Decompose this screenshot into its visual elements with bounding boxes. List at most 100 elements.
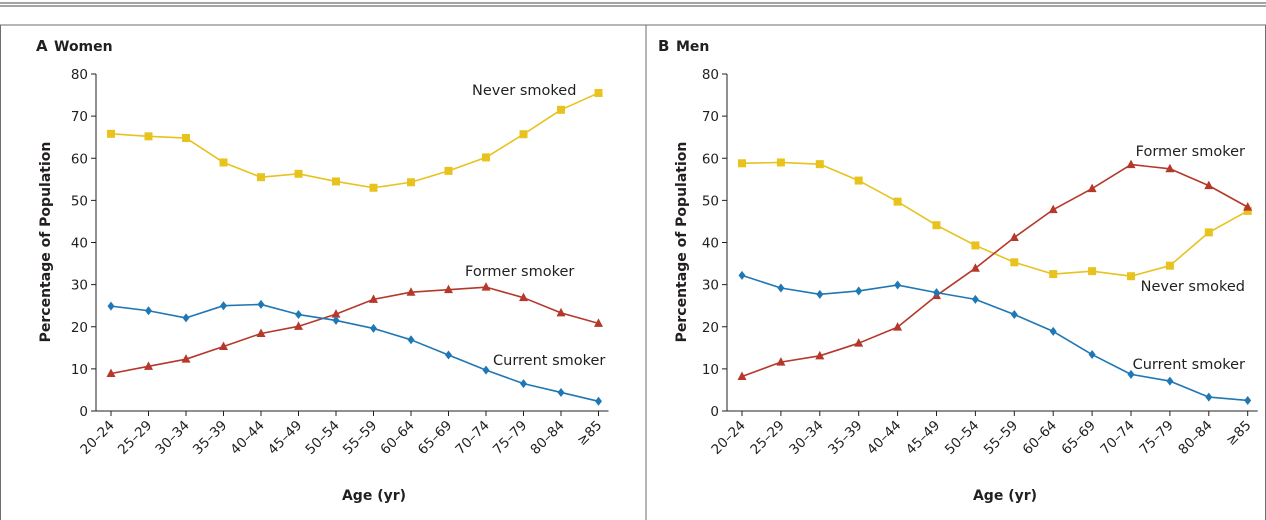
data-point: [854, 338, 864, 347]
series-label: Former smoker: [1136, 144, 1245, 160]
x-tick-label: 45–49: [903, 418, 943, 458]
x-tick-label: 75–79: [1136, 418, 1176, 458]
data-point: [144, 361, 153, 370]
panel-letter: B: [658, 37, 669, 55]
data-point: [1009, 232, 1019, 241]
data-point: [1127, 369, 1135, 379]
y-tick-label: 10: [71, 362, 88, 378]
data-point: [145, 306, 152, 316]
data-point: [144, 132, 153, 141]
series-line: [110, 92, 599, 189]
x-tick-label: 60–64: [1020, 418, 1060, 458]
data-point: [1204, 180, 1214, 190]
data-point: [776, 158, 785, 167]
y-tick-label: 70: [71, 109, 88, 125]
data-point: [777, 283, 785, 293]
data-point: [332, 177, 340, 186]
data-point: [1049, 270, 1058, 279]
series-label: Current smoker: [493, 353, 605, 369]
x-tick-label: 55–59: [340, 418, 380, 458]
data-point: [1088, 267, 1097, 276]
data-point: [855, 286, 863, 296]
y-tick-label: 50: [71, 193, 88, 209]
data-point: [181, 354, 191, 363]
data-point: [407, 178, 415, 187]
data-point: [219, 158, 228, 167]
series-label: Never smoked: [1141, 279, 1245, 295]
x-tick-label: 55–59: [981, 418, 1021, 458]
series-line: [741, 274, 1248, 402]
data-point: [893, 197, 902, 206]
panel-title: Women: [54, 39, 113, 55]
data-point: [1243, 202, 1253, 211]
y-tick-label: 70: [702, 109, 719, 125]
data-point: [1204, 228, 1213, 237]
data-point: [893, 322, 903, 331]
y-tick-label: 50: [702, 193, 719, 209]
data-point: [595, 396, 602, 406]
x-tick-label: 25–29: [747, 418, 787, 458]
y-axis-title: Percentage of Population: [674, 142, 690, 343]
data-point: [520, 379, 527, 389]
data-point: [854, 176, 863, 185]
series-line: [741, 163, 1249, 378]
data-point: [519, 292, 528, 302]
x-tick-label: 65–69: [1059, 418, 1099, 458]
data-point: [407, 335, 415, 345]
data-point: [331, 309, 341, 318]
y-tick-label: 30: [702, 278, 719, 294]
data-point: [816, 289, 824, 299]
y-tick-label: 20: [71, 320, 88, 336]
x-tick-label: 70–74: [1097, 418, 1137, 458]
x-tick-label: 40–44: [864, 418, 904, 458]
data-point: [294, 169, 303, 178]
data-point: [294, 321, 303, 330]
y-tick-label: 0: [710, 404, 719, 420]
data-point: [182, 313, 190, 323]
data-point: [1243, 206, 1252, 215]
data-point: [557, 105, 565, 114]
x-tick-label: 35–39: [190, 418, 230, 458]
x-tick-label: 80–84: [1175, 418, 1215, 458]
data-point: [519, 130, 528, 139]
data-point: [406, 287, 416, 296]
data-point: [1126, 159, 1136, 169]
data-point: [295, 310, 302, 320]
x-tick-label: 60–64: [377, 418, 417, 458]
data-point: [737, 371, 747, 380]
series-line: [741, 161, 1249, 278]
data-point: [1088, 350, 1096, 360]
data-point: [1010, 310, 1018, 320]
data-point: [1049, 326, 1057, 336]
data-point: [556, 307, 566, 317]
data-point: [220, 301, 227, 311]
y-tick-label: 60: [702, 151, 719, 167]
x-tick-label: ≥85: [1223, 418, 1254, 449]
series-label: Never smoked: [472, 83, 576, 99]
data-point: [107, 129, 115, 138]
data-point: [1166, 376, 1174, 386]
data-point: [107, 301, 115, 311]
data-point: [332, 315, 340, 325]
data-point: [557, 387, 565, 397]
x-axis-title: Age (yr): [342, 488, 406, 504]
data-point: [444, 284, 453, 294]
data-point: [1127, 272, 1135, 281]
panel-women: A Women Percentage of Population Age (yr…: [36, 37, 609, 504]
x-tick-label: 40–44: [227, 418, 267, 458]
x-tick-label: 30–34: [786, 418, 826, 458]
data-point: [1010, 258, 1019, 267]
x-tick-label: 50–54: [302, 418, 342, 458]
x-tick-label: 25–29: [115, 418, 155, 458]
data-point: [970, 263, 980, 272]
data-point: [482, 153, 490, 162]
y-tick-label: 30: [71, 278, 88, 294]
data-point: [257, 173, 265, 182]
data-point: [370, 323, 377, 333]
data-point: [594, 88, 603, 97]
data-point: [445, 350, 452, 360]
data-point: [182, 134, 190, 143]
series-line: [110, 303, 599, 403]
x-tick-label: 65–69: [415, 418, 455, 458]
x-tick-label: 70–74: [452, 418, 492, 458]
